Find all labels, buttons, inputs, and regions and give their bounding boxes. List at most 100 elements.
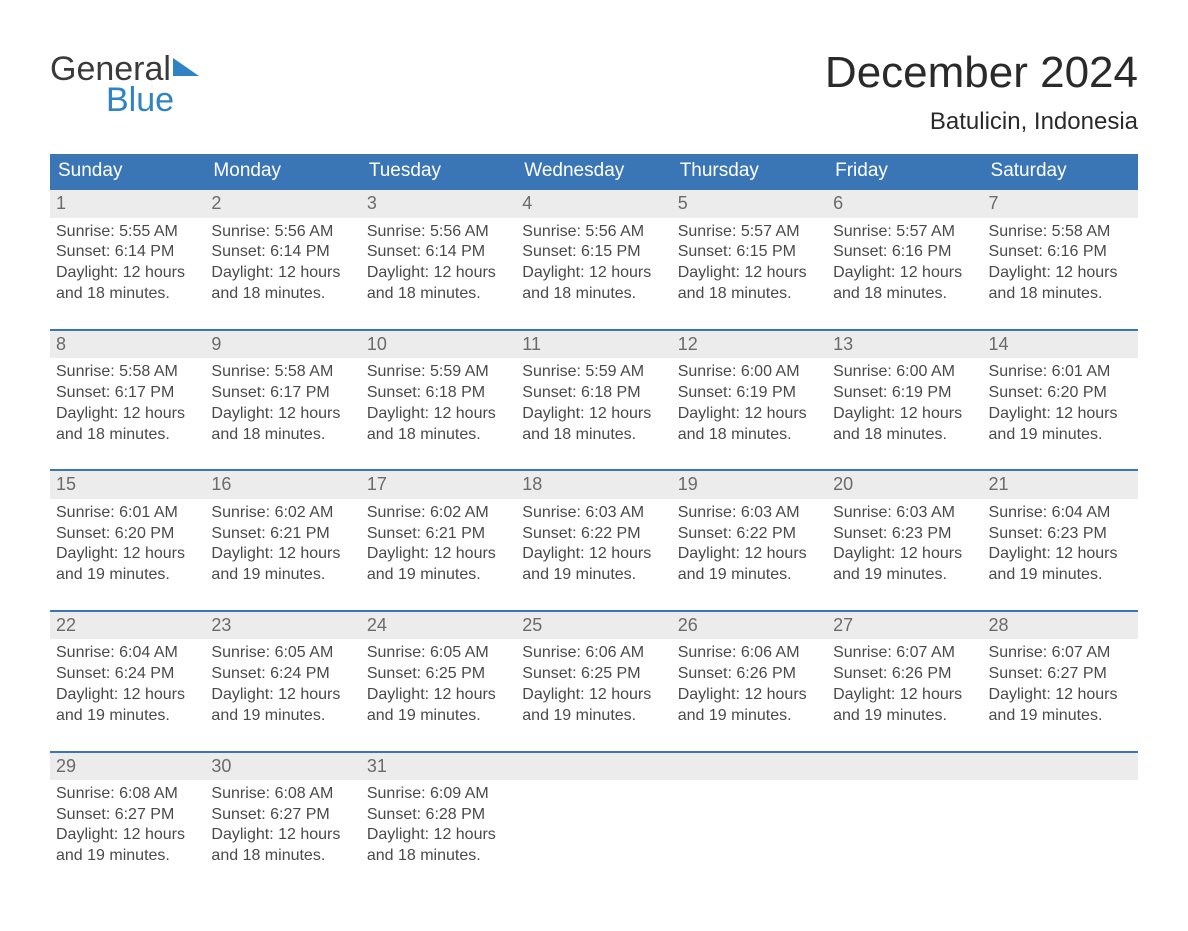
calendar-day-cell: 7Sunrise: 5:58 AMSunset: 6:16 PMDaylight… bbox=[983, 189, 1138, 330]
day-number: 8 bbox=[50, 331, 205, 358]
calendar-day-cell: 12Sunrise: 6:00 AMSunset: 6:19 PMDayligh… bbox=[672, 330, 827, 471]
month-title: December 2024 bbox=[825, 50, 1138, 96]
calendar-day-cell: 23Sunrise: 6:05 AMSunset: 6:24 PMDayligh… bbox=[205, 611, 360, 752]
daylight-line-2: and 18 minutes. bbox=[678, 284, 821, 305]
daylight-line-1: Daylight: 12 hours bbox=[56, 263, 199, 284]
calendar-day-cell: 1Sunrise: 5:55 AMSunset: 6:14 PMDaylight… bbox=[50, 189, 205, 330]
sunrise-line: Sunrise: 6:08 AM bbox=[56, 784, 199, 805]
daylight-line-2: and 18 minutes. bbox=[211, 284, 354, 305]
sunrise-line: Sunrise: 6:07 AM bbox=[989, 643, 1132, 664]
sunrise-line: Sunrise: 6:09 AM bbox=[367, 784, 510, 805]
sunset-line: Sunset: 6:18 PM bbox=[522, 383, 665, 404]
sunrise-line: Sunrise: 6:05 AM bbox=[367, 643, 510, 664]
sunrise-line: Sunrise: 5:58 AM bbox=[56, 362, 199, 383]
daylight-line-1: Daylight: 12 hours bbox=[678, 263, 821, 284]
day-number: 30 bbox=[205, 753, 360, 780]
weekday-header: Friday bbox=[827, 154, 982, 189]
sunset-line: Sunset: 6:15 PM bbox=[522, 242, 665, 263]
sunrise-line: Sunrise: 5:56 AM bbox=[522, 222, 665, 243]
calendar-week-row: 29Sunrise: 6:08 AMSunset: 6:27 PMDayligh… bbox=[50, 752, 1138, 892]
day-number: 25 bbox=[516, 612, 671, 639]
calendar-day-cell: 27Sunrise: 6:07 AMSunset: 6:26 PMDayligh… bbox=[827, 611, 982, 752]
daylight-line-1: Daylight: 12 hours bbox=[989, 404, 1132, 425]
calendar-day-cell: 4 Sunrise: 5:56 AMSunset: 6:15 PMDaylight… bbox=[516, 189, 671, 330]
daylight-line-1: Daylight: 12 hours bbox=[833, 544, 976, 565]
daylight-line-1: Daylight: 12 hours bbox=[211, 544, 354, 565]
daylight-line-1: Daylight: 12 hours bbox=[211, 685, 354, 706]
calendar-day-cell: 25Sunrise: 6:06 AMSunset: 6:25 PMDayligh… bbox=[516, 611, 671, 752]
daylight-line-2: and 19 minutes. bbox=[678, 706, 821, 727]
day-number: 22 bbox=[50, 612, 205, 639]
day-number: 4 bbox=[516, 190, 671, 217]
sunrise-line: Sunrise: 5:59 AM bbox=[367, 362, 510, 383]
sunset-line: Sunset: 6:20 PM bbox=[989, 383, 1132, 404]
calendar-day-cell: 14Sunrise: 6:01 AMSunset: 6:20 PMDayligh… bbox=[983, 330, 1138, 471]
daylight-line-2: and 18 minutes. bbox=[367, 425, 510, 446]
sunrise-line: Sunrise: 6:00 AM bbox=[833, 362, 976, 383]
sunrise-line: Sunrise: 6:05 AM bbox=[211, 643, 354, 664]
daylight-line-1: Daylight: 12 hours bbox=[522, 263, 665, 284]
calendar-day-cell: 15Sunrise: 6:01 AMSunset: 6:20 PMDayligh… bbox=[50, 470, 205, 611]
day-number: 9 bbox=[205, 331, 360, 358]
sunset-line: Sunset: 6:25 PM bbox=[367, 664, 510, 685]
sunset-line: Sunset: 6:19 PM bbox=[678, 383, 821, 404]
daylight-line-1: Daylight: 12 hours bbox=[989, 544, 1132, 565]
calendar-day-cell: 6Sunrise: 5:57 AMSunset: 6:16 PMDaylight… bbox=[827, 189, 982, 330]
day-number: 5 bbox=[672, 190, 827, 217]
daylight-line-2: and 19 minutes. bbox=[833, 706, 976, 727]
sunset-line: Sunset: 6:22 PM bbox=[522, 524, 665, 545]
daylight-line-2: and 19 minutes. bbox=[211, 565, 354, 586]
sunrise-line: Sunrise: 6:01 AM bbox=[989, 362, 1132, 383]
daylight-line-2: and 18 minutes. bbox=[833, 284, 976, 305]
daylight-line-1: Daylight: 12 hours bbox=[833, 404, 976, 425]
sunset-line: Sunset: 6:21 PM bbox=[367, 524, 510, 545]
day-number: 31 bbox=[361, 753, 516, 780]
daylight-line-1: Daylight: 12 hours bbox=[522, 685, 665, 706]
daylight-line-1: Daylight: 12 hours bbox=[56, 404, 199, 425]
daylight-line-2: and 19 minutes. bbox=[522, 565, 665, 586]
daylight-line-2: and 18 minutes. bbox=[56, 425, 199, 446]
daylight-line-2: and 18 minutes. bbox=[211, 846, 354, 867]
daylight-line-2: and 19 minutes. bbox=[989, 425, 1132, 446]
daylight-line-2: and 19 minutes. bbox=[989, 706, 1132, 727]
calendar-day-cell: 22Sunrise: 6:04 AMSunset: 6:24 PMDayligh… bbox=[50, 611, 205, 752]
sunset-line: Sunset: 6:27 PM bbox=[211, 805, 354, 826]
day-number: 1 bbox=[50, 190, 205, 217]
brand-word-2: Blue bbox=[106, 81, 220, 120]
daylight-line-2: and 18 minutes. bbox=[989, 284, 1132, 305]
daylight-line-2: and 19 minutes. bbox=[367, 565, 510, 586]
daylight-line-1: Daylight: 12 hours bbox=[367, 825, 510, 846]
calendar-week-row: 15Sunrise: 6:01 AMSunset: 6:20 PMDayligh… bbox=[50, 470, 1138, 611]
sunset-line: Sunset: 6:27 PM bbox=[56, 805, 199, 826]
day-number: 17 bbox=[361, 471, 516, 498]
weekday-header: Thursday bbox=[672, 154, 827, 189]
sunset-line: Sunset: 6:27 PM bbox=[989, 664, 1132, 685]
day-number: 7 bbox=[983, 190, 1138, 217]
calendar-week-row: 1Sunrise: 5:55 AMSunset: 6:14 PMDaylight… bbox=[50, 189, 1138, 330]
calendar-day-cell: 28Sunrise: 6:07 AMSunset: 6:27 PMDayligh… bbox=[983, 611, 1138, 752]
daylight-line-2: and 18 minutes. bbox=[522, 425, 665, 446]
daylight-line-1: Daylight: 12 hours bbox=[833, 685, 976, 706]
calendar-body: 1Sunrise: 5:55 AMSunset: 6:14 PMDaylight… bbox=[50, 189, 1138, 891]
daylight-line-1: Daylight: 12 hours bbox=[989, 263, 1132, 284]
sunset-line: Sunset: 6:23 PM bbox=[833, 524, 976, 545]
daylight-line-1: Daylight: 12 hours bbox=[211, 825, 354, 846]
day-number: 28 bbox=[983, 612, 1138, 639]
daylight-line-2: and 18 minutes. bbox=[367, 846, 510, 867]
calendar-day-cell: 2Sunrise: 5:56 AMSunset: 6:14 PMDaylight… bbox=[205, 189, 360, 330]
daylight-line-1: Daylight: 12 hours bbox=[367, 685, 510, 706]
sunrise-line: Sunrise: 6:03 AM bbox=[522, 503, 665, 524]
calendar-day-cell: 26Sunrise: 6:06 AMSunset: 6:26 PMDayligh… bbox=[672, 611, 827, 752]
weekday-header: Sunday bbox=[50, 154, 205, 189]
sunset-line: Sunset: 6:14 PM bbox=[367, 242, 510, 263]
sunset-line: Sunset: 6:23 PM bbox=[989, 524, 1132, 545]
day-number: 12 bbox=[672, 331, 827, 358]
daylight-line-1: Daylight: 12 hours bbox=[367, 404, 510, 425]
sunrise-line: Sunrise: 5:57 AM bbox=[833, 222, 976, 243]
sunset-line: Sunset: 6:25 PM bbox=[522, 664, 665, 685]
day-number: 27 bbox=[827, 612, 982, 639]
day-number: 6 bbox=[827, 190, 982, 217]
location-title: Batulicin, Indonesia bbox=[825, 108, 1138, 136]
sunset-line: Sunset: 6:24 PM bbox=[56, 664, 199, 685]
calendar-day-cell: 3Sunrise: 5:56 AMSunset: 6:14 PMDaylight… bbox=[361, 189, 516, 330]
